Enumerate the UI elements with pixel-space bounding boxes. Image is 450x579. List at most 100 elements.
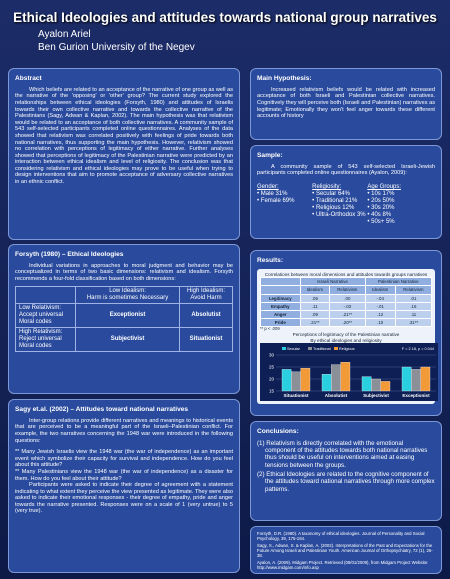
conclusion: (2) Ethical Ideologies are related to th… [257, 471, 435, 493]
hypothesis-panel: Main Hypothesis: Increased relativism be… [250, 68, 442, 140]
cell: .12 [364, 309, 396, 320]
abstract-panel: Abstract Which beliefs are related to an… [8, 68, 240, 240]
cell: -.04 [364, 293, 396, 303]
cell: .20** [329, 318, 366, 328]
sample-panel: Sample: A community sample of 543 self-s… [250, 145, 442, 239]
group-item: Religious 12% [312, 205, 367, 212]
cell: High Idealism: Avoid Harm [179, 285, 233, 304]
cell: .16 [394, 301, 433, 311]
row: Low Relativism: Accept universal Moral cod… [14, 302, 233, 328]
group: Religiosity:Secular 64%Traditional 21%Re… [312, 184, 367, 219]
group-item: Female 69% [257, 198, 312, 205]
group-title: Religiosity: [312, 183, 342, 190]
column-header: Relativism [329, 285, 366, 295]
cell: .21** [299, 318, 331, 328]
y-tick-label: 20 [269, 377, 275, 382]
bar [411, 369, 421, 392]
cell: Situationist [179, 326, 233, 353]
note: ** p < .009 [260, 326, 280, 332]
column-header: Idealism [364, 285, 396, 295]
group-item: Male 31% [257, 191, 312, 198]
row: Legitimacy .06.00 -.04.01 [260, 293, 433, 303]
row: Idealism Relativism Idealism Relativism [260, 285, 433, 295]
row: Israeli Narrative Palestinian Narrative [260, 277, 433, 287]
paragraph: Increased relativism beliefs would be re… [257, 86, 435, 120]
reference: Ayalon, A. (2009). Midgam Project. Retri… [257, 560, 429, 571]
column-header: Harm is sometimes Necessary [86, 294, 169, 301]
row: Empathy .11 -.03 -.01.16 [260, 301, 433, 311]
bar [331, 364, 341, 392]
x-tick-label: Exceptionist [402, 393, 430, 398]
cell [260, 277, 301, 287]
author: Ayalon Ariel [38, 29, 91, 40]
group-title: Age Groups: [367, 183, 402, 190]
chart: 15 20 25 30 Secular Traditional Religious F = 2… [260, 343, 438, 402]
bar [420, 366, 431, 392]
heading: Main Hypothesis: [257, 75, 312, 82]
bar [361, 376, 372, 392]
bar [401, 366, 412, 392]
legend-label: Religious [339, 347, 355, 351]
y-tick-label: 25 [269, 365, 275, 370]
correlation-table: Israeli Narrative Palestinian Narrative Id… [260, 277, 433, 328]
cell: .00 [329, 293, 366, 303]
sagy-panel: Sagy et.al. (2002) – Attitudes toward na… [8, 399, 240, 573]
cell: High Relativism: Reject universal Moral co… [14, 326, 77, 353]
group-item: 40s 8% [367, 212, 422, 219]
paragraph: Individual variations in approaches to m… [15, 262, 233, 282]
paragraph: A community sample of 543 self-selected … [257, 163, 435, 177]
bar [371, 378, 381, 392]
group-header: Palestinian Narrative [364, 277, 433, 287]
cell: -.03 [329, 301, 366, 311]
row-header: Anger [260, 309, 301, 320]
cell: Absolutist [179, 302, 233, 328]
cell: .31** [394, 318, 433, 328]
conclusions-panel: Conclusions: (1) Relativism is directly … [250, 421, 442, 521]
cell [14, 285, 77, 304]
paragraph: Participants were asked to indicate thei… [15, 482, 233, 515]
heading: Forsyth (1980) – Ethical Ideologies [15, 251, 124, 258]
group-item: 10s 17% [367, 191, 422, 198]
group-item: Ultra-Orthodox 3% [312, 212, 367, 219]
row: Low Idealism: Harm is sometimes Necessary… [14, 285, 233, 304]
cell [260, 285, 301, 295]
row-header: Empathy [260, 301, 301, 311]
cell: Exceptionist [75, 302, 181, 328]
cell: Subjectivist [75, 326, 181, 353]
column-header: Low Idealism: [109, 287, 146, 294]
cell: .21** [329, 309, 366, 320]
x-tick-label: Subjectivist [363, 393, 389, 398]
bar [300, 368, 311, 392]
group: Age Groups:10s 17%20s 50%30s 20%40s 8%50… [367, 184, 422, 226]
cell: .09 [299, 309, 331, 320]
y-tick-label: 30 [269, 353, 275, 358]
cell: .06 [299, 293, 331, 303]
group-item: 50s+ 5% [367, 219, 422, 226]
affiliation: Ben Gurion University of the Negev [38, 42, 195, 53]
conclusion: (1) Relativism is directly correlated wi… [257, 439, 428, 469]
cell: -.01 [364, 301, 396, 311]
heading: Conclusions: [257, 428, 299, 435]
row-header: Moral codes [19, 318, 52, 325]
legend-label: Traditional [313, 347, 331, 351]
row-header: Moral codes [19, 343, 52, 350]
group-item: Traditional 21% [312, 198, 367, 205]
bar [281, 369, 292, 392]
row: Anger .09.21** .12.11 [260, 309, 433, 320]
chart-subtitle: By ethical ideologies and religiosity [310, 337, 382, 343]
forsyth-panel: Forsyth (1980) – Ethical Ideologies Indi… [8, 244, 240, 394]
cell: .01 [394, 293, 433, 303]
cell: .11 [299, 301, 331, 311]
legend-swatch [282, 347, 286, 351]
references-panel: Forsyth, D.R. (1980). A taxonomy of ethi… [250, 526, 442, 574]
column-header: Idealism [299, 285, 331, 295]
column-header: Relativism [394, 285, 433, 295]
cell: Low Relativism: Accept universal Moral cod… [14, 302, 77, 328]
legend-swatch [334, 347, 338, 351]
cell: Low Idealism: Harm is sometimes Necessary [75, 285, 181, 304]
legend-label: Secular [287, 347, 301, 351]
column-header: Avoid Harm [190, 294, 222, 301]
annotation: F = 2.18, p = 0.044 [402, 347, 434, 351]
heading: Results: [257, 257, 284, 264]
bar [340, 362, 351, 392]
